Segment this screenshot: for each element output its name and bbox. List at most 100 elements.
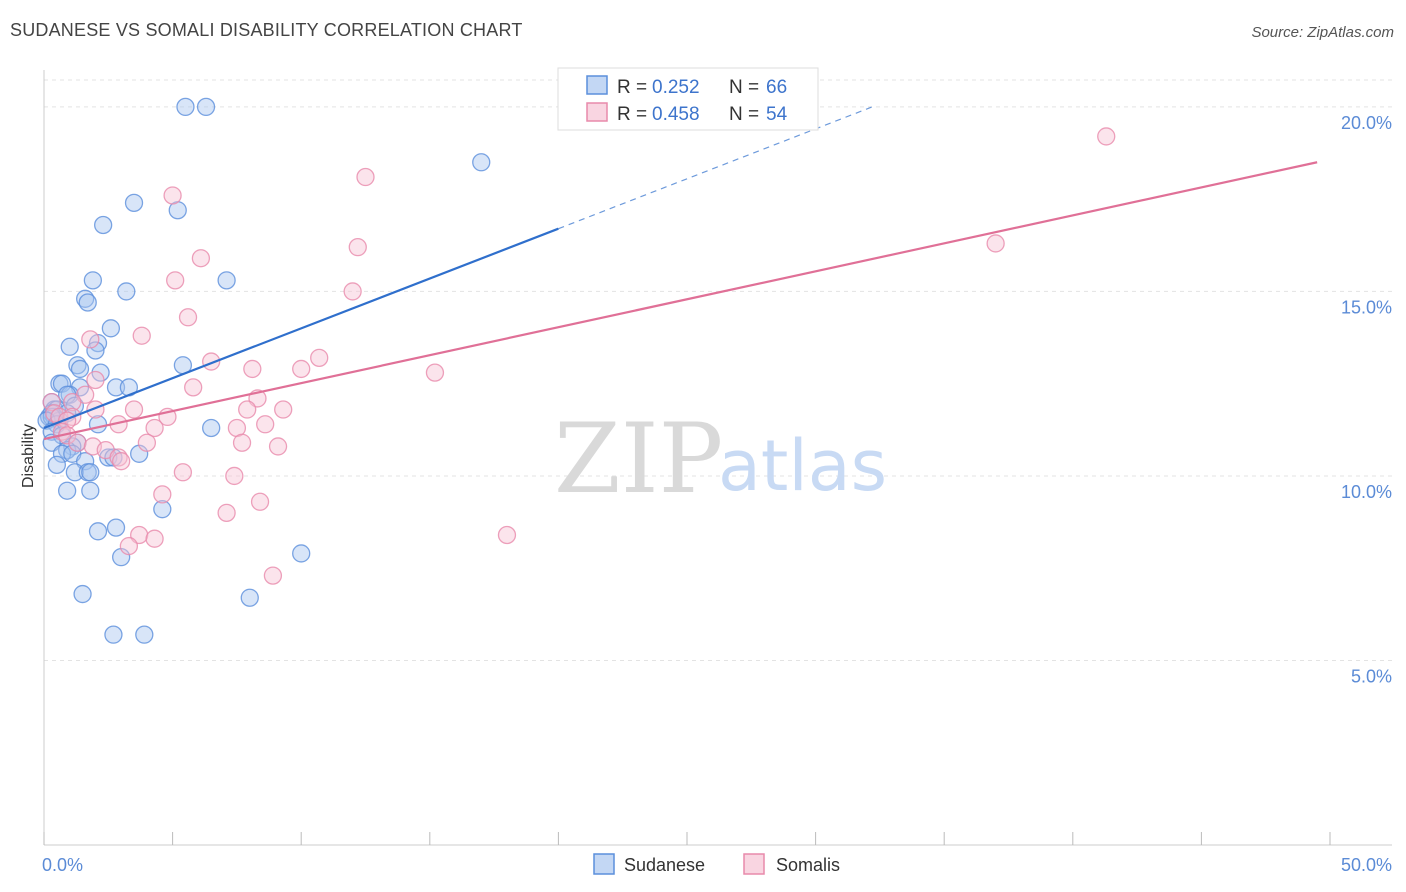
point-somalis-33 bbox=[145, 418, 164, 438]
point-sudanese-8 bbox=[117, 282, 136, 301]
point-sudanese-11 bbox=[101, 319, 121, 338]
point-sudanese-65 bbox=[104, 625, 123, 644]
stats-r-value-1: 0.252 bbox=[652, 77, 700, 98]
point-somalis-10 bbox=[81, 330, 100, 349]
point-somalis-52 bbox=[145, 529, 164, 548]
point-sudanese-1 bbox=[196, 97, 216, 117]
stats-r-value-2: 0.458 bbox=[652, 104, 700, 125]
point-somalis-53 bbox=[119, 536, 139, 556]
trend-line-sudanese bbox=[43, 227, 559, 430]
point-somalis-3 bbox=[986, 234, 1005, 253]
point-sudanese-63 bbox=[73, 584, 92, 604]
point-somalis-22 bbox=[274, 400, 293, 419]
point-somalis-24 bbox=[124, 400, 144, 419]
series-legend: Sudanese Somalis bbox=[593, 853, 840, 875]
stats-n-label-2: N = bbox=[729, 104, 759, 125]
point-somalis-47 bbox=[153, 485, 172, 504]
point-somalis-38 bbox=[137, 433, 157, 452]
point-sudanese-52 bbox=[47, 455, 67, 475]
point-sudanese-64 bbox=[240, 588, 259, 607]
point-somalis-49 bbox=[217, 503, 236, 523]
point-somalis-14 bbox=[243, 359, 262, 379]
point-sudanese-21 bbox=[106, 378, 126, 397]
stats-n-value-1: 66 bbox=[766, 77, 787, 98]
point-somalis-16 bbox=[86, 370, 105, 390]
point-sudanese-10 bbox=[78, 293, 97, 312]
point-sudanese-53 bbox=[65, 463, 85, 482]
point-somalis-23 bbox=[238, 400, 257, 419]
y-axis-label: Disability bbox=[20, 424, 37, 488]
point-sudanese-60 bbox=[88, 522, 108, 541]
stats-r-label-2: R = bbox=[617, 104, 647, 125]
x-tick-labels: 0.0% 50.0% bbox=[42, 855, 1392, 875]
source-label: Source: ZipAtlas.com bbox=[1251, 24, 1394, 41]
y-tick-label-2: 15.0% bbox=[1341, 297, 1392, 317]
trend-line-extension-sudanese bbox=[558, 106, 873, 230]
point-somalis-8 bbox=[178, 308, 198, 327]
point-sudanese-39 bbox=[202, 418, 221, 438]
point-sudanese-2 bbox=[472, 153, 491, 172]
point-sudanese-66 bbox=[135, 625, 154, 644]
point-sudanese-58 bbox=[153, 500, 172, 519]
point-sudanese-57 bbox=[57, 481, 77, 500]
point-sudanese-55 bbox=[81, 463, 100, 482]
watermark-zip: ZIP bbox=[554, 403, 723, 515]
chart-title: SUDANESE VS SOMALI DISABILITY CORRELATIO… bbox=[10, 20, 523, 40]
point-somalis-1 bbox=[356, 167, 375, 187]
point-somalis-6 bbox=[166, 271, 185, 290]
stats-swatch-somalis bbox=[586, 102, 608, 122]
point-sudanese-46 bbox=[52, 444, 72, 463]
point-sudanese-56 bbox=[81, 481, 100, 500]
point-somalis-17 bbox=[184, 378, 203, 397]
point-somalis-9 bbox=[132, 326, 151, 345]
point-somalis-20 bbox=[42, 392, 61, 412]
y-tick-labels: 5.0% 10.0% 15.0% 20.0% bbox=[1341, 113, 1392, 687]
data-points bbox=[37, 97, 1116, 644]
y-tick-label-1: 10.0% bbox=[1341, 482, 1392, 502]
point-sudanese-6 bbox=[83, 271, 103, 290]
point-somalis-45 bbox=[173, 463, 193, 482]
point-somalis-39 bbox=[232, 433, 252, 452]
stats-r-label-1: R = bbox=[617, 77, 647, 98]
axes bbox=[43, 70, 1392, 846]
point-somalis-7 bbox=[343, 282, 362, 301]
point-somalis-44 bbox=[112, 452, 131, 471]
x-tick-label-1: 50.0% bbox=[1341, 855, 1392, 875]
watermark-atlas: atlas bbox=[718, 425, 887, 507]
stats-legend: R = 0.252 N = 66 R = 0.458 N = 54 bbox=[557, 67, 819, 131]
point-somalis-37 bbox=[68, 433, 87, 452]
stats-swatch-sudanese bbox=[586, 75, 608, 95]
point-somalis-15 bbox=[425, 363, 445, 382]
point-sudanese-59 bbox=[106, 518, 126, 537]
legend-swatch-somalis bbox=[743, 853, 765, 875]
trend-line-somalis bbox=[43, 161, 1318, 441]
stats-n-label-1: N = bbox=[729, 77, 759, 98]
legend-label-somalis: Somalis bbox=[776, 855, 840, 875]
point-somalis-11 bbox=[310, 348, 329, 368]
point-sudanese-13 bbox=[60, 337, 79, 356]
legend-swatch-sudanese bbox=[593, 853, 615, 875]
point-somalis-54 bbox=[263, 566, 283, 585]
point-sudanese-0 bbox=[176, 97, 195, 117]
point-sudanese-7 bbox=[217, 271, 236, 290]
point-somalis-32 bbox=[256, 415, 275, 434]
point-somalis-50 bbox=[497, 525, 517, 545]
point-sudanese-62 bbox=[292, 544, 311, 563]
point-somalis-4 bbox=[348, 237, 367, 257]
point-somalis-48 bbox=[250, 492, 270, 511]
y-tick-label-3: 20.0% bbox=[1341, 113, 1392, 133]
y-tick-label-0: 5.0% bbox=[1351, 666, 1392, 686]
point-sudanese-14 bbox=[86, 341, 105, 360]
point-somalis-40 bbox=[268, 437, 288, 456]
x-tick-label-0: 0.0% bbox=[42, 855, 83, 875]
point-somalis-46 bbox=[225, 466, 244, 486]
point-sudanese-38 bbox=[88, 415, 108, 434]
point-sudanese-3 bbox=[124, 193, 144, 213]
stats-n-value-2: 54 bbox=[766, 104, 788, 125]
point-somalis-13 bbox=[292, 359, 311, 379]
legend-label-sudanese: Sudanese bbox=[624, 855, 705, 875]
point-sudanese-5 bbox=[94, 215, 113, 235]
trend-lines bbox=[43, 106, 1318, 441]
point-sudanese-17 bbox=[70, 359, 90, 379]
